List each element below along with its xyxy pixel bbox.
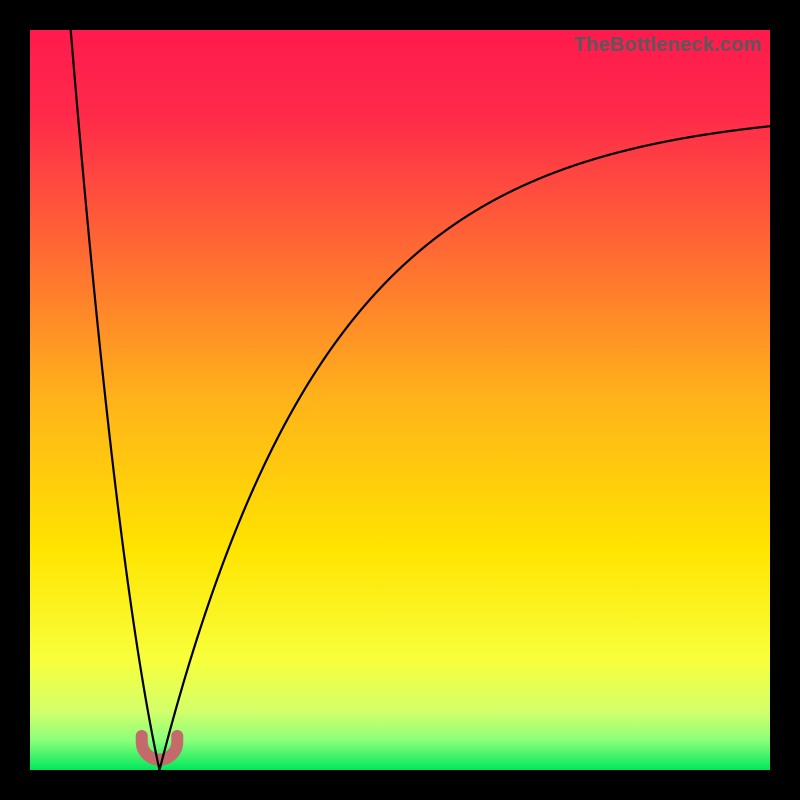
plot-area: TheBottleneck.com: [30, 30, 770, 770]
gradient-background: [30, 30, 770, 770]
bottleneck-curve-chart: [30, 30, 770, 770]
watermark-text: TheBottleneck.com: [574, 34, 762, 57]
chart-frame: TheBottleneck.com: [0, 0, 800, 800]
